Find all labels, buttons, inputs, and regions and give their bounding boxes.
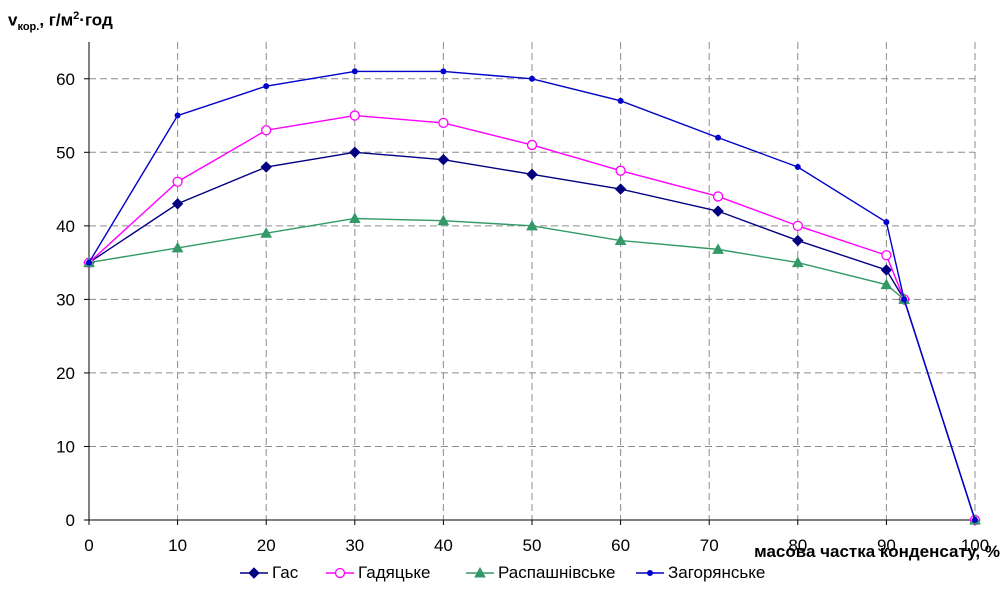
marker-triangle [791, 256, 804, 268]
series-line [88, 70, 976, 521]
marker-triangle [526, 219, 538, 231]
y-tick-label: 40 [56, 217, 75, 236]
marker-dot [901, 296, 908, 303]
marker-dot [794, 164, 801, 171]
y-tick-label: 50 [56, 143, 75, 162]
marker-triangle [348, 212, 361, 223]
x-tick-label: 90 [877, 536, 896, 555]
marker-circle [615, 165, 626, 176]
marker-diamond [792, 234, 804, 247]
marker-dot [529, 75, 535, 82]
marker-circle [334, 567, 346, 579]
marker-dot [972, 517, 978, 523]
legend: Гас Гадяцьке Распашнівське Загорянське [240, 563, 765, 582]
axes [84, 42, 976, 525]
marker-triangle [260, 227, 273, 238]
marker-dot [351, 68, 358, 75]
x-tick-label: 60 [611, 536, 630, 555]
marker-diamond [260, 161, 272, 173]
marker-diamond [614, 183, 627, 195]
legend-item: Гадяцьке [326, 563, 431, 582]
y-tick-label: 60 [56, 70, 75, 89]
marker-circle [881, 250, 892, 261]
x-tick-label: 100 [961, 536, 989, 555]
x-tick-label: 80 [788, 536, 807, 555]
marker-triangle [880, 278, 893, 290]
y-tick-label: 30 [56, 290, 75, 309]
x-tick-label: 40 [434, 536, 453, 555]
x-tick-label: 30 [345, 536, 364, 555]
marker-triangle [712, 243, 724, 254]
series-line [88, 151, 976, 521]
x-axis-label: масова частка конденсату, % [754, 542, 1000, 561]
marker-diamond [171, 198, 184, 210]
series-1 [83, 146, 981, 526]
legend-item: Загорянське [636, 563, 765, 582]
marker-diamond [712, 205, 724, 217]
marker-dot [86, 259, 92, 266]
marker-dot [617, 97, 624, 104]
x-tick-label: 50 [523, 536, 542, 555]
marker-circle [526, 139, 538, 151]
marker-circle [438, 117, 449, 129]
marker-dot [715, 134, 722, 141]
series-4 [86, 68, 978, 523]
x-tick-label: 20 [257, 536, 276, 555]
marker-diamond [349, 146, 361, 159]
x-tick-label: 0 [84, 536, 93, 555]
y-tick-label: 0 [66, 511, 75, 530]
legend-label: Гас [272, 563, 299, 582]
marker-triangle [614, 234, 627, 246]
marker-circle [172, 176, 183, 187]
marker-circle [712, 191, 724, 202]
x-tick-label: 10 [168, 536, 187, 555]
legend-item: Распашнівське [466, 563, 615, 582]
marker-triangle [474, 566, 486, 578]
marker-triangle [437, 214, 450, 226]
marker-triangle [171, 241, 184, 253]
tick-labels: 0 10 20 30 40 50 60 0 10 20 30 40 50 60 70 80 90 100 [56, 70, 989, 555]
marker-circle [349, 110, 360, 121]
legend-label: Загорянське [668, 563, 765, 582]
x-tick-label: 70 [700, 536, 719, 555]
grid [89, 42, 976, 520]
marker-dot [174, 112, 181, 119]
marker-diamond [437, 153, 450, 166]
legend-label: Распашнівське [498, 563, 615, 582]
y-tick-label: 20 [56, 364, 75, 383]
marker-circle [792, 220, 803, 231]
marker-diamond [248, 567, 260, 579]
marker-dot [263, 83, 270, 90]
marker-dot [440, 68, 447, 75]
marker-dot [883, 219, 890, 226]
y-axis-label: vкор., г/м2·год [8, 10, 113, 34]
series-group [83, 68, 981, 526]
legend-item: Гас [240, 563, 299, 582]
y-tick-label: 10 [56, 437, 75, 456]
legend-label: Гадяцьке [358, 563, 431, 582]
marker-circle [261, 125, 272, 136]
marker-diamond [880, 264, 893, 276]
marker-dot [647, 570, 653, 576]
marker-diamond [526, 168, 538, 181]
series-line [88, 114, 976, 521]
